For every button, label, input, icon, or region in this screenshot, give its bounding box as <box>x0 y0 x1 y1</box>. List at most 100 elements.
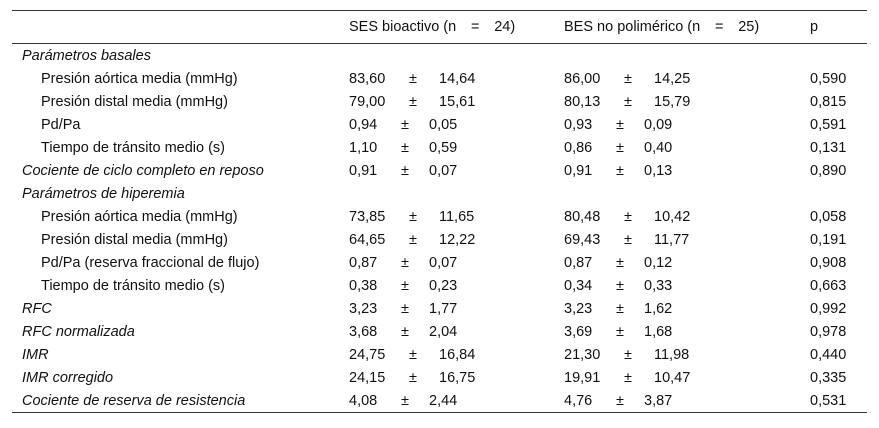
table-row: IMR 24,75 ±16,84 21,30 ±11,98 0,440 <box>12 343 867 366</box>
bes-value-sd: 15,79 <box>654 93 691 110</box>
ses-value: 0,94 ±0,05 <box>349 113 564 136</box>
ses-value-mean: 1,10 <box>349 139 378 156</box>
ses-value-sd: 0,23 <box>429 277 458 294</box>
bes-value: 3,69 ±1,68 <box>564 320 810 343</box>
ses-value: 3,23 ±1,77 <box>349 297 564 320</box>
bes-value-sd: 10,47 <box>654 369 691 386</box>
ses-value-sd: 2,44 <box>429 392 458 409</box>
table-row: Tiempo de tránsito medio (s) 0,38 ±0,23 0,3… <box>12 274 867 297</box>
table-row: Presión aórtica media (mmHg) 73,85 ±11,65 8… <box>12 205 867 228</box>
bes-value: 21,30 ±11,98 <box>564 343 810 366</box>
bes-value-sd: 0,13 <box>644 162 673 179</box>
ses-value: 24,75 ±16,84 <box>349 343 564 366</box>
row-label: IMR <box>22 346 49 363</box>
table-row: Tiempo de tránsito medio (s) 1,10 ±0,59 0,8… <box>12 136 867 159</box>
ses-value: 4,08 ±2,44 <box>349 389 564 413</box>
ses-value-mean: 3,23 <box>349 300 378 317</box>
ses-value-sd: 0,07 <box>429 162 458 179</box>
ses-value <box>349 44 564 68</box>
results-table-container: SES bioactivo (n = 24) BES no polimérico (… <box>12 10 867 413</box>
bes-value: 69,43 ±11,77 <box>564 228 810 251</box>
plus-minus-symbol: ± <box>616 162 624 179</box>
plus-minus-symbol: ± <box>624 208 632 225</box>
bes-value-mean: 0,87 <box>564 254 593 271</box>
bes-value-mean: 69,43 <box>564 231 601 248</box>
bes-value: 4,76 ±3,87 <box>564 389 810 413</box>
row-label: Tiempo de tránsito medio (s) <box>41 277 226 294</box>
ses-value-mean: 0,38 <box>349 277 378 294</box>
plus-minus-symbol: ± <box>409 93 417 110</box>
table-row: Presión distal media (mmHg) 79,00 ±15,61 80… <box>12 90 867 113</box>
ses-value-sd: 1,77 <box>429 300 458 317</box>
bes-value-mean: 0,91 <box>564 162 593 179</box>
row-label: Presión distal media (mmHg) <box>41 231 228 248</box>
ses-value: 24,15 ±16,75 <box>349 366 564 389</box>
row-label: Presión distal media (mmHg) <box>41 93 228 110</box>
p-value: 0,335 <box>810 369 847 386</box>
bes-value-mean: 86,00 <box>564 70 601 87</box>
ses-value-mean: 24,15 <box>349 369 386 386</box>
p-value: 0,440 <box>810 346 847 363</box>
plus-minus-symbol: ± <box>401 254 409 271</box>
bes-value-mean: 19,91 <box>564 369 601 386</box>
p-value: 0,591 <box>810 116 847 133</box>
p-value: 0,131 <box>810 139 847 156</box>
bes-value: 0,34 ±0,33 <box>564 274 810 297</box>
row-label: Pd/Pa <box>41 116 81 133</box>
p-value: 0,815 <box>810 93 847 110</box>
ses-value-sd: 0,59 <box>429 139 458 156</box>
ses-value-mean: 0,91 <box>349 162 378 179</box>
plus-minus-symbol: ± <box>616 139 624 156</box>
bes-value-mean: 0,93 <box>564 116 593 133</box>
plus-minus-symbol: ± <box>401 162 409 179</box>
bes-value-mean: 80,13 <box>564 93 601 110</box>
ses-value-mean: 83,60 <box>349 70 386 87</box>
ses-value-sd: 15,61 <box>439 93 476 110</box>
plus-minus-symbol: ± <box>409 369 417 386</box>
bes-value: 0,93 ±0,09 <box>564 113 810 136</box>
bes-value-sd: 0,12 <box>644 254 673 271</box>
ses-value-sd: 14,64 <box>439 70 476 87</box>
p-value: 0,890 <box>810 162 847 179</box>
ses-value: 0,87 ±0,07 <box>349 251 564 274</box>
bes-value <box>564 182 810 205</box>
p-value: 0,908 <box>810 254 847 271</box>
ses-value-mean: 3,68 <box>349 323 378 340</box>
ses-value-sd: 0,07 <box>429 254 458 271</box>
bes-value: 0,87 ±0,12 <box>564 251 810 274</box>
ses-value-mean: 79,00 <box>349 93 386 110</box>
bes-value: 19,91 ±10,47 <box>564 366 810 389</box>
plus-minus-symbol: ± <box>401 323 409 340</box>
plus-minus-symbol: ± <box>616 300 624 317</box>
plus-minus-symbol: ± <box>409 208 417 225</box>
ses-value-mean: 4,08 <box>349 392 378 409</box>
row-label: IMR corregido <box>22 369 114 386</box>
p-value: 0,191 <box>810 231 847 248</box>
ses-value: 79,00 ±15,61 <box>349 90 564 113</box>
header-col-ses-label: SES bioactivo (n <box>349 19 457 35</box>
plus-minus-symbol: ± <box>624 70 632 87</box>
bes-value: 0,86 ±0,40 <box>564 136 810 159</box>
plus-minus-symbol: ± <box>616 277 624 294</box>
bes-value-mean: 0,86 <box>564 139 593 156</box>
table-row: Cociente de ciclo completo en reposo 0,91… <box>12 159 867 182</box>
plus-minus-symbol: ± <box>624 369 632 386</box>
plus-minus-symbol: ± <box>401 277 409 294</box>
ses-value: 0,38 ±0,23 <box>349 274 564 297</box>
ses-value: 3,68 ±2,04 <box>349 320 564 343</box>
p-value: 0,992 <box>810 300 847 317</box>
table-row: Cociente de reserva de resistencia 4,08 ±2… <box>12 389 867 413</box>
section-row: Parámetros de hiperemia <box>12 182 867 205</box>
bes-value-sd: 14,25 <box>654 70 691 87</box>
row-label: RFC normalizada <box>22 323 135 340</box>
bes-value: 80,13 ±15,79 <box>564 90 810 113</box>
plus-minus-symbol: ± <box>616 392 624 409</box>
bes-value-sd: 10,42 <box>654 208 691 225</box>
table-row: Pd/Pa (reserva fraccional de flujo) 0,87 ±… <box>12 251 867 274</box>
ses-value-sd: 11,65 <box>439 208 475 225</box>
plus-minus-symbol: ± <box>401 300 409 317</box>
bes-value-sd: 1,62 <box>644 300 673 317</box>
plus-minus-symbol: ± <box>409 70 417 87</box>
table-row: Pd/Pa 0,94 ±0,05 0,93 ±0,09 0,591 <box>12 113 867 136</box>
ses-value: 64,65 ±12,22 <box>349 228 564 251</box>
